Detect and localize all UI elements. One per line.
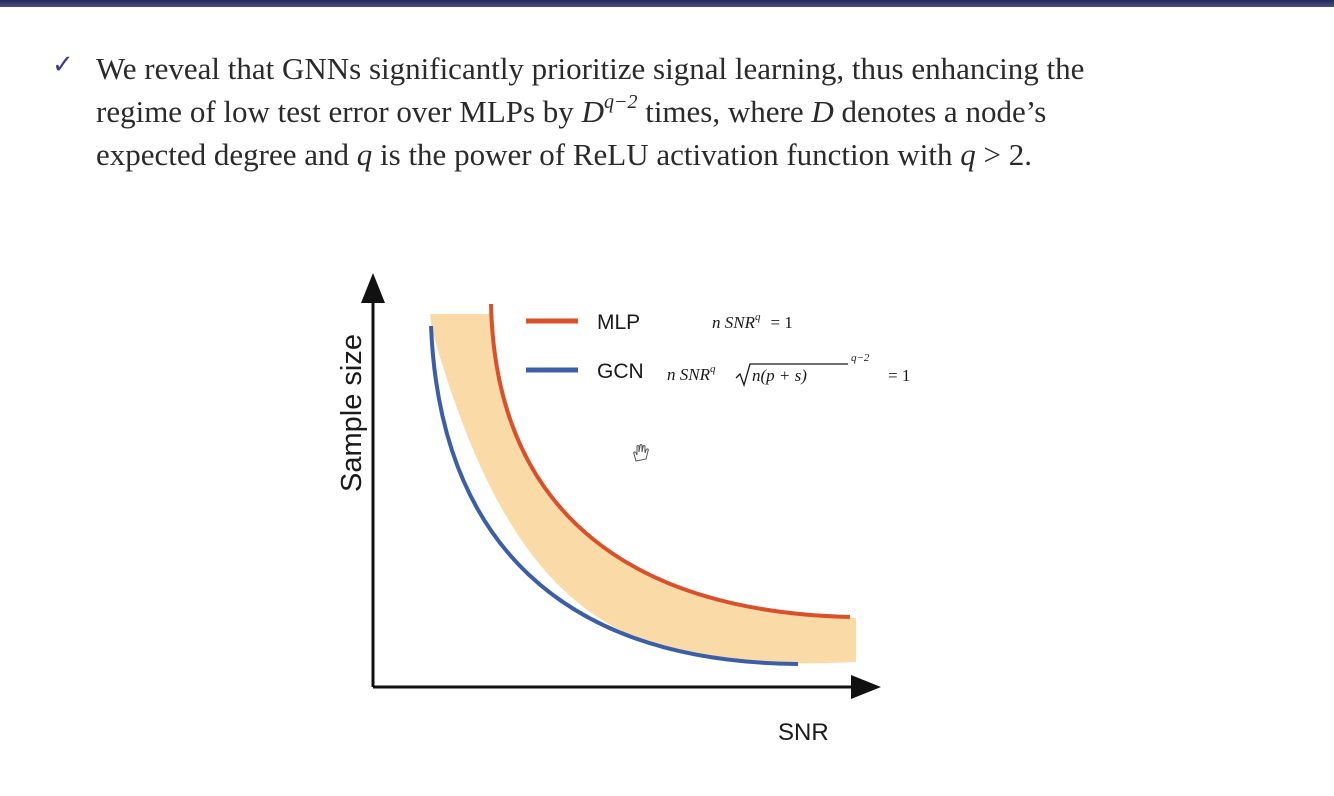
- x-axis-label: SNR: [778, 719, 829, 746]
- legend-mlp-label: MLP: [597, 311, 640, 334]
- y-axis-label: Sample size: [336, 334, 368, 492]
- bullet-text: We reveal that GNNs significantly priori…: [96, 47, 1276, 176]
- gcn-curve: [429, 325, 799, 666]
- slide-top-bar: [0, 0, 1334, 7]
- regime-band: [430, 314, 856, 664]
- bullet-line-3: expected degree and q is the power of Re…: [96, 137, 1033, 172]
- mlp-curve: [489, 303, 851, 619]
- bullet-line-2: regime of low test error over MLPs by Dq…: [96, 91, 1047, 129]
- legend-gcn-sqrt-arg: n(p + s): [752, 366, 807, 385]
- legend-gcn-sqrt-exp: q−2: [851, 352, 870, 364]
- checkmark-icon: ✓: [52, 50, 74, 80]
- sqrt-sign: [735, 363, 848, 388]
- legend-gcn-rhs: = 1: [888, 366, 910, 385]
- hand-cursor-icon: [633, 444, 649, 462]
- bullet-line-1: We reveal that GNNs significantly priori…: [96, 51, 1085, 86]
- legend-gcn-formula: n SNRq: [667, 363, 716, 384]
- legend-gcn-label: GCN: [597, 360, 644, 383]
- legend-mlp-formula: n SNRq = 1: [712, 311, 793, 332]
